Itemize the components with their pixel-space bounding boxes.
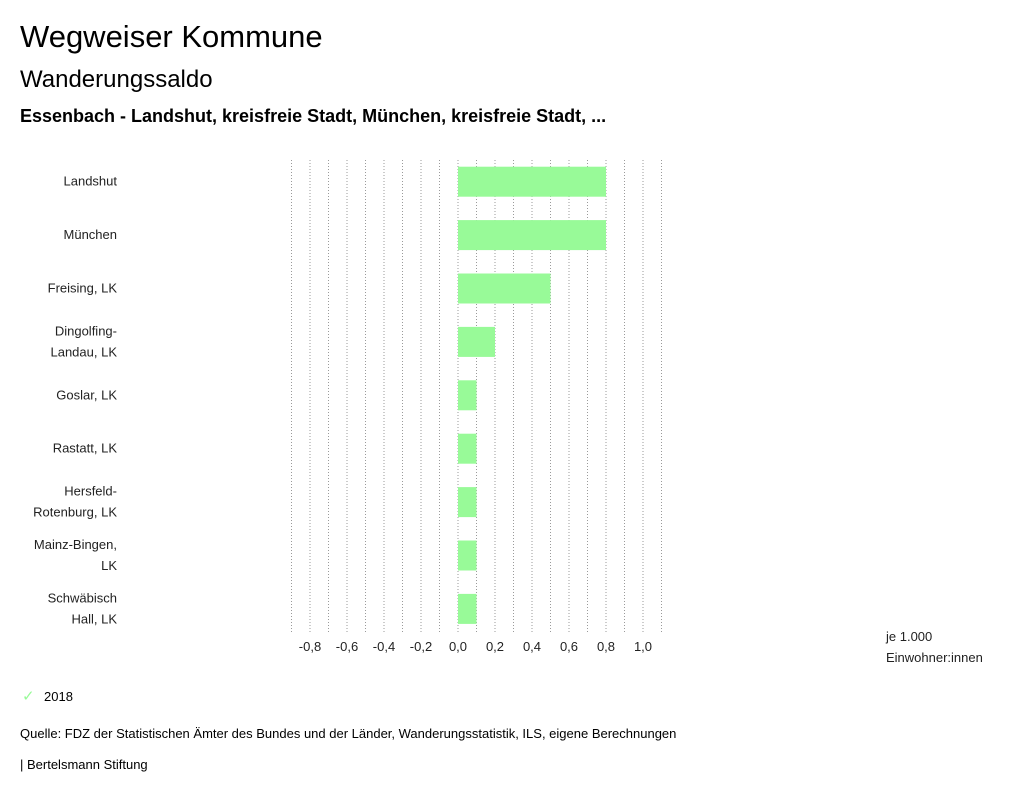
unit-label: je 1.000	[885, 629, 932, 644]
tick-label: 0,8	[597, 639, 615, 654]
source-note: Quelle: FDZ der Statistischen Ämter des …	[20, 726, 677, 741]
category-label: Freising, LK	[48, 281, 118, 296]
bar	[458, 540, 477, 571]
category-label: Landshut	[64, 174, 118, 189]
category-label: Rastatt, LK	[53, 441, 118, 456]
tick-label: 0,0	[449, 639, 467, 654]
category-label: Schwäbisch	[48, 590, 117, 605]
bar	[458, 380, 477, 411]
category-label: München	[64, 227, 117, 242]
category-label: Mainz-Bingen,	[34, 537, 117, 552]
tick-label: 0,6	[560, 639, 578, 654]
tick-label: 1,0	[634, 639, 652, 654]
bar	[458, 487, 477, 518]
check-icon: ✓	[22, 688, 35, 705]
chart-subtitle: Wanderungssaldo	[20, 66, 213, 93]
brand-link[interactable]: | Bertelsmann Stiftung	[20, 757, 148, 772]
tick-label: -0,6	[336, 639, 358, 654]
tick-label: -0,4	[373, 639, 395, 654]
legend[interactable]: ✓ 2018	[20, 686, 73, 706]
unit-label: Einwohner:innen	[886, 650, 983, 665]
tick-label: -0,8	[299, 639, 321, 654]
category-label: Rotenburg, LK	[33, 505, 117, 520]
bar	[458, 220, 606, 251]
page-title: Wegweiser Kommune	[20, 19, 323, 54]
legend-label-2018: 2018	[44, 688, 73, 704]
bar	[458, 166, 606, 197]
category-label: Goslar, LK	[56, 387, 117, 402]
tick-label: 0,4	[523, 639, 541, 654]
tick-label: 0,2	[486, 639, 504, 654]
bar	[458, 273, 551, 304]
category-label: Hersfeld-	[64, 484, 117, 499]
bar-chart: Landshut München Freising, LK Dingolfing- La…	[33, 160, 983, 665]
category-label: LK	[101, 558, 117, 573]
bar	[458, 593, 477, 624]
category-label: Dingolfing-	[55, 323, 117, 338]
bar	[458, 326, 495, 357]
category-label: Hall, LK	[71, 611, 117, 626]
category-label: Landau, LK	[50, 344, 117, 359]
tick-label: -0,2	[410, 639, 432, 654]
chart-description: Essenbach - Landshut, kreisfreie Stadt, …	[20, 106, 607, 126]
bar	[458, 433, 477, 464]
